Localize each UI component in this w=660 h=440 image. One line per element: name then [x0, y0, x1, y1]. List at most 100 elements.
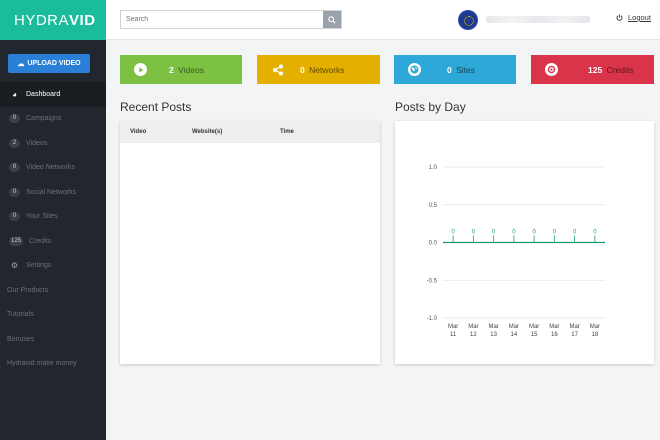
- stat-count: 0: [447, 64, 452, 75]
- globe-icon: [408, 63, 421, 76]
- count-badge: 0: [9, 187, 20, 197]
- count-badge: 0: [9, 212, 20, 222]
- count-badge: 0: [9, 114, 20, 124]
- sidebar-item-label: Video Networks: [26, 164, 75, 172]
- table-header: Video Website(s) Time: [120, 121, 380, 143]
- data-label: 0: [553, 230, 557, 236]
- sidebar-nav: ◕ Dashboard 0 Campaigns 2 Videos 0 Video…: [0, 82, 106, 376]
- play-icon: [134, 63, 147, 76]
- posts-by-day-chart: 1.0 0.5 0.0 -0.5 -1.0 Mar 11 Mar 12 Mar 13 Mar 14 Mar…: [427, 165, 605, 338]
- stat-credits[interactable]: 125 Credits: [531, 55, 654, 84]
- data-label: 0: [512, 230, 516, 236]
- sidebar-item-video-networks[interactable]: 0 Video Networks: [0, 156, 106, 181]
- recent-posts-panel: Video Website(s) Time: [120, 121, 380, 364]
- sidebar-item-label: Social Networks: [26, 188, 77, 196]
- data-label: 0: [492, 230, 496, 236]
- search-bar: [120, 10, 342, 29]
- stat-label: Videos: [178, 64, 204, 75]
- x-tick-label: Mar: [529, 324, 539, 330]
- sidebar-item-label: Your Sites: [26, 213, 58, 221]
- sidebar-item-our-products[interactable]: Our Products: [0, 278, 106, 303]
- data-label: 0: [451, 230, 455, 236]
- data-label: 0: [472, 230, 476, 236]
- search-button[interactable]: [323, 11, 341, 28]
- upload-video-label: UPLOAD VIDEO: [27, 60, 81, 67]
- gear-icon: ⚙: [10, 261, 19, 271]
- x-tick-label: Mar: [569, 324, 579, 330]
- power-icon: [616, 14, 623, 21]
- share-icon: [271, 63, 284, 76]
- stat-videos-text: 2 Videos: [169, 65, 204, 75]
- stat-label: Credits: [606, 64, 634, 75]
- x-tick-label: 18: [592, 332, 599, 338]
- stat-sites[interactable]: 0 Sites: [394, 55, 516, 84]
- upload-video-button[interactable]: ☁ UPLOAD VIDEO: [8, 54, 90, 73]
- recent-posts-title: Recent Posts: [120, 100, 192, 114]
- stat-label: Sites: [456, 64, 476, 75]
- x-tick-label: 11: [450, 332, 457, 338]
- column-header-video[interactable]: Video: [130, 129, 147, 135]
- top-header: Logout: [106, 0, 660, 40]
- x-tick-label: Mar: [549, 324, 559, 330]
- stat-networks[interactable]: 0 Networks: [257, 55, 380, 84]
- avatar[interactable]: [458, 10, 478, 30]
- sidebar-item-label: Credits: [29, 237, 52, 245]
- username-redacted: [486, 16, 590, 23]
- x-tick-label: 15: [531, 332, 538, 338]
- brand-logo-part2: VID: [69, 11, 96, 29]
- x-tick-label: 14: [511, 332, 518, 338]
- sidebar-item-videos[interactable]: 2 Videos: [0, 131, 106, 156]
- sidebar-item-campaigns[interactable]: 0 Campaigns: [0, 107, 106, 132]
- brand-logo[interactable]: HYDRA VID: [0, 0, 106, 40]
- sidebar-item-label: Tutorials: [7, 311, 34, 319]
- sidebar-item-label: Bonuses: [7, 335, 35, 343]
- sidebar-item-your-sites[interactable]: 0 Your Sites: [0, 205, 106, 230]
- y-tick-label: -1.0: [427, 316, 438, 322]
- stat-credits-text: 125 Credits: [588, 65, 634, 75]
- x-tick-label: Mar: [468, 324, 478, 330]
- sidebar-item-social-networks[interactable]: 0 Social Networks: [0, 180, 106, 205]
- x-tick-label: Mar: [488, 324, 498, 330]
- x-tick-label: 17: [571, 332, 578, 338]
- x-tick-label: Mar: [448, 324, 458, 330]
- column-header-websites[interactable]: Website(s): [192, 129, 223, 135]
- sidebar: HYDRA VID ☁ UPLOAD VIDEO ◕ Dashboard 0 Ca…: [0, 0, 106, 440]
- x-tick-label: 12: [470, 332, 477, 338]
- logout-link[interactable]: Logout: [616, 13, 651, 22]
- count-badge: 125: [9, 236, 24, 246]
- sidebar-item-tutorials[interactable]: Tutorials: [0, 303, 106, 328]
- x-tick-label: 13: [490, 332, 497, 338]
- count-badge: 0: [9, 163, 20, 173]
- sidebar-item-dashboard[interactable]: ◕ Dashboard: [0, 82, 106, 107]
- stat-count: 2: [169, 64, 174, 75]
- brand-logo-part1: HYDRA: [14, 11, 70, 29]
- data-label: 0: [573, 230, 577, 236]
- sidebar-item-make-money[interactable]: Hydravid make money: [0, 352, 106, 377]
- x-tick-label: Mar: [509, 324, 519, 330]
- data-label: 0: [593, 230, 597, 236]
- target-icon: [545, 63, 558, 76]
- palette-icon: ◕: [12, 89, 17, 99]
- y-tick-label: 0.5: [429, 203, 438, 209]
- stat-networks-text: 0 Networks: [300, 65, 345, 75]
- data-label: 0: [532, 230, 536, 236]
- stat-videos[interactable]: 2 Videos: [120, 55, 242, 84]
- column-header-time[interactable]: Time: [280, 129, 294, 135]
- sidebar-item-label: Our Products: [7, 286, 49, 294]
- stat-count: 0: [300, 64, 305, 75]
- posts-by-day-title: Posts by Day: [395, 100, 466, 114]
- search-icon: [328, 15, 336, 24]
- sidebar-item-bonuses[interactable]: Bonuses: [0, 327, 106, 352]
- posts-by-day-panel: 1.0 0.5 0.0 -0.5 -1.0 Mar 11 Mar 12 Mar 13 Mar 14 Mar…: [395, 121, 654, 364]
- cloud-upload-icon: ☁: [17, 60, 25, 68]
- sidebar-item-settings[interactable]: ⚙ Settings: [0, 254, 106, 279]
- sidebar-item-credits[interactable]: 125 Credits: [0, 229, 106, 254]
- stat-sites-text: 0 Sites: [447, 65, 475, 75]
- stat-label: Networks: [309, 64, 345, 75]
- y-tick-label: 1.0: [429, 165, 438, 171]
- search-input[interactable]: [121, 11, 323, 28]
- sidebar-item-label: Videos: [26, 139, 48, 147]
- sidebar-item-label: Campaigns: [26, 115, 62, 123]
- stat-count: 125: [588, 64, 603, 75]
- y-tick-label: -0.5: [427, 278, 438, 284]
